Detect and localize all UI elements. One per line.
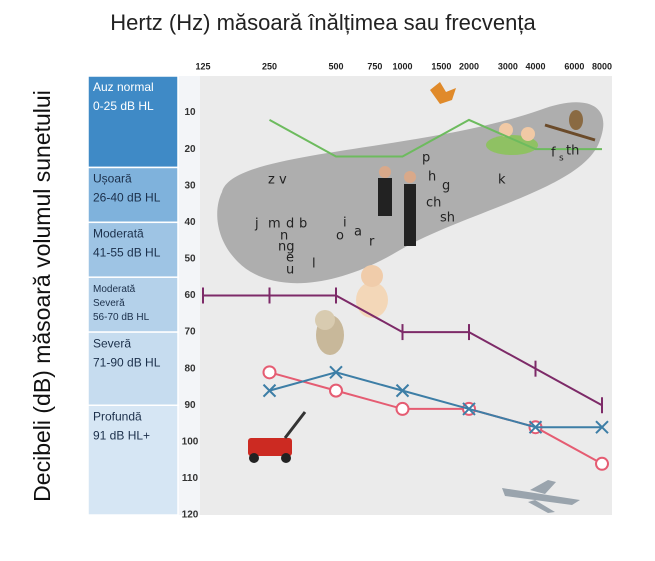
leaves xyxy=(430,82,456,104)
data-point xyxy=(329,383,343,398)
y-axis-label: Decibeli (dB) măsoară volumul sunetului xyxy=(29,90,55,502)
data-point xyxy=(595,420,609,434)
lawnmower xyxy=(283,411,307,439)
baby xyxy=(361,265,383,287)
x-tick-label: 125 xyxy=(195,61,210,71)
speech-sound: b xyxy=(299,217,307,232)
tick-column xyxy=(178,76,200,515)
band xyxy=(87,75,179,169)
x-tick-label: 8000 xyxy=(592,61,612,71)
data-point xyxy=(262,383,277,398)
y-tick-label: 120 xyxy=(182,510,199,521)
band-label: 56-70 dB HL xyxy=(93,312,150,323)
children xyxy=(499,123,513,137)
dog xyxy=(315,310,335,330)
speech-sound: f xyxy=(551,146,556,161)
speech-sound: i xyxy=(343,216,347,231)
lawnmower xyxy=(248,438,292,456)
speech-sound: d xyxy=(286,217,294,232)
band-label: 0-25 dB HL xyxy=(93,99,154,113)
y-tick-label: 10 xyxy=(184,107,196,118)
speech-sound: ch xyxy=(426,196,441,211)
x-tick-label: 750 xyxy=(367,61,382,71)
y-tick-label: 50 xyxy=(184,254,196,265)
y-tick-label: 70 xyxy=(184,327,196,338)
speech-sound: h xyxy=(428,170,436,185)
x-tick-label: 3000 xyxy=(498,61,518,71)
airplane xyxy=(502,480,580,513)
band-label: Profundă xyxy=(93,409,142,423)
speech-sound: o xyxy=(336,229,344,244)
children xyxy=(521,127,535,141)
data-point xyxy=(395,401,410,416)
y-tick-label: 60 xyxy=(184,290,196,301)
band-label: 26-40 dB HL xyxy=(93,191,161,205)
x-tick-label: 4000 xyxy=(525,61,545,71)
y-tick-label: 90 xyxy=(184,400,196,411)
speech-sound: n xyxy=(280,229,288,244)
speech-sound: m xyxy=(268,217,281,232)
speech-sound: u xyxy=(286,263,294,278)
person xyxy=(379,166,391,178)
person xyxy=(404,171,416,183)
x-tick-label: 500 xyxy=(328,61,343,71)
band xyxy=(87,404,179,516)
speech-sounds: z v p h g k f s th ch sh j m d b n ng e … xyxy=(254,144,579,278)
person xyxy=(378,178,392,216)
band-label: Moderată xyxy=(93,227,144,241)
speech-sound: ng xyxy=(278,240,295,255)
x-tick-label: 6000 xyxy=(564,61,584,71)
lawnmower xyxy=(249,453,259,463)
band xyxy=(87,166,179,224)
decoration xyxy=(248,82,596,513)
branch xyxy=(544,123,596,142)
speech-sound: e xyxy=(286,251,294,266)
speech-sound: g xyxy=(442,179,450,194)
y-tick-label: 30 xyxy=(184,180,196,191)
data-point xyxy=(462,402,476,416)
x-tick-label: 1500 xyxy=(431,61,451,71)
y-tick-label: 100 xyxy=(182,436,199,447)
y-tick-label: 40 xyxy=(184,217,196,228)
band-label: 41-55 dB HL xyxy=(93,246,161,260)
band-group: Auz normal 0-25 dB HL Ușoară 26-40 dB HL Mod… xyxy=(87,75,179,516)
speech-sound: z v xyxy=(268,173,287,188)
lawnmower xyxy=(281,453,291,463)
speech-sound: s xyxy=(559,154,564,164)
data-point xyxy=(329,365,343,380)
speech-sound: p xyxy=(422,151,430,166)
data-point xyxy=(262,365,277,380)
band-label: Moderată xyxy=(93,284,136,295)
speech-sound: th xyxy=(566,144,579,159)
band-label: 91 dB HL+ xyxy=(93,428,150,442)
band-label: Severă xyxy=(93,298,125,309)
speech-sound: k xyxy=(498,173,506,188)
chart-title: Hertz (Hz) măsoară înălțimea sau frecven… xyxy=(110,10,536,35)
speech-sound: a xyxy=(354,225,362,240)
x-tick-label: 2000 xyxy=(459,61,479,71)
series-line xyxy=(269,118,602,158)
y-tick-label: 110 xyxy=(182,473,199,484)
speech-sound: l xyxy=(312,257,316,272)
data-point xyxy=(528,420,543,434)
band-label: 71-90 dB HL xyxy=(93,355,161,369)
x-tick-label: 1000 xyxy=(392,61,412,71)
bird xyxy=(569,110,583,130)
baby xyxy=(356,282,388,318)
band-label: Severă xyxy=(93,336,131,350)
speech-sound: r xyxy=(369,235,375,250)
person xyxy=(404,184,416,246)
series-line xyxy=(269,371,603,465)
x-tick-label: 250 xyxy=(262,61,277,71)
y-tick-label: 20 xyxy=(184,144,196,155)
band-label: Ușoară xyxy=(93,172,132,186)
speech-sound: j xyxy=(254,217,259,232)
y-tick-label: 80 xyxy=(184,363,196,374)
data-point xyxy=(595,456,609,471)
data-point xyxy=(395,383,410,398)
band-label: Auz normal xyxy=(93,80,154,94)
series-line xyxy=(269,371,602,429)
speech-sound: sh xyxy=(440,211,455,226)
